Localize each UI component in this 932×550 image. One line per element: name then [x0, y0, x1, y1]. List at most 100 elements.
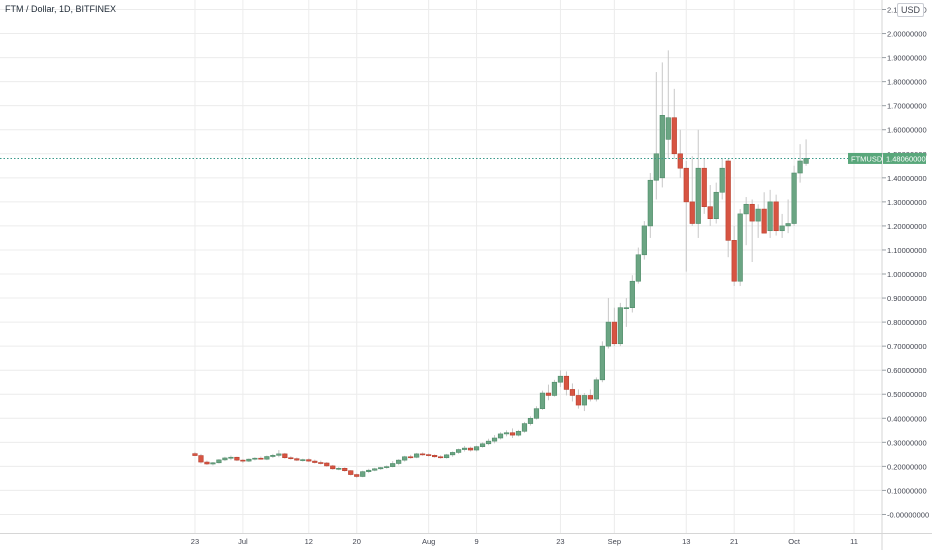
candle-body: [414, 453, 420, 458]
candle-body: [372, 468, 378, 471]
candle-body: [479, 443, 486, 447]
candle-body: [533, 408, 540, 419]
x-tick-label: Jul: [238, 537, 248, 546]
candle-body: [719, 167, 725, 193]
candle-body: [521, 423, 528, 432]
candle-body: [342, 468, 348, 472]
candle-body: [749, 203, 755, 222]
y-tick-label: 1.10000000: [887, 246, 927, 255]
y-tick-label: 0.20000000: [887, 462, 927, 471]
candle-body: [581, 395, 588, 406]
x-tick-label: 21: [730, 537, 738, 546]
price-tag-value: 1.48060000: [886, 154, 926, 163]
candle-body: [605, 321, 611, 347]
candle-body: [408, 456, 414, 459]
candle-body: [420, 453, 426, 456]
candle-body: [461, 447, 468, 450]
candle-body: [455, 449, 462, 453]
candle-body: [282, 453, 288, 459]
candle-body: [222, 457, 228, 461]
y-tick-label: 1.20000000: [887, 222, 927, 231]
candle-body: [629, 280, 635, 308]
y-tick-label: 1.00000000: [887, 270, 927, 279]
candle-body: [192, 453, 198, 456]
candle-body: [378, 467, 384, 470]
candle-body: [276, 453, 282, 456]
candle-body: [737, 213, 743, 282]
candle-body: [294, 458, 300, 461]
candle-body: [348, 470, 354, 475]
candle-body: [336, 468, 342, 470]
grid-lines: [0, 0, 882, 533]
candle-body: [551, 381, 558, 396]
y-tick-label: -0.00000000: [887, 510, 929, 519]
candle-body: [557, 375, 564, 383]
candle-body: [210, 462, 216, 465]
candle-body: [539, 392, 546, 409]
candle-body: [707, 206, 713, 220]
y-tick-label: 1.40000000: [887, 174, 927, 183]
y-tick-label: 0.90000000: [887, 294, 927, 303]
candle-body: [623, 307, 629, 309]
x-tick-label: 23: [556, 537, 564, 546]
candle-body: [258, 457, 264, 460]
x-tick-label: 23: [191, 537, 199, 546]
x-tick-label: 13: [682, 537, 690, 546]
candle-body: [515, 430, 522, 436]
candle-body: [503, 432, 510, 435]
candle-body: [402, 456, 408, 461]
candle-body: [527, 417, 534, 424]
candle-body: [324, 462, 330, 467]
candle-body: [240, 459, 246, 462]
candle-body: [234, 456, 240, 461]
candle-body: [569, 389, 576, 396]
symbol-title[interactable]: FTM / Dollar, 1D, BITFINEX: [5, 4, 117, 14]
y-tick-label: 1.90000000: [887, 54, 927, 63]
candle-body: [497, 433, 504, 439]
candle-body: [270, 455, 276, 457]
candle-body: [803, 158, 809, 164]
candle-body: [318, 462, 324, 464]
price-tag-symbol: FTMUSD: [851, 154, 883, 163]
candle-body: [300, 459, 306, 461]
candle-body: [390, 463, 396, 467]
candle-body: [509, 432, 516, 436]
candle-body: [695, 167, 701, 224]
candle-body: [665, 117, 671, 140]
candle-body: [366, 469, 372, 472]
candle-body: [701, 167, 707, 207]
candle-body: [360, 471, 366, 477]
candle-body: [599, 345, 605, 381]
candle-body: [617, 307, 623, 345]
candle-body: [216, 459, 222, 464]
candle-body: [671, 117, 677, 155]
candle-body: [575, 395, 582, 406]
x-tick-label: 20: [353, 537, 361, 546]
currency-badge[interactable]: USD: [897, 3, 925, 17]
candle-body: [312, 460, 318, 463]
candle-body: [611, 321, 617, 345]
candle-body: [773, 201, 779, 232]
y-tick-label: 0.60000000: [887, 366, 927, 375]
candle-body: [306, 459, 312, 462]
candle-body: [396, 459, 402, 464]
candle-body: [725, 160, 731, 241]
time-axis[interactable]: 23 Jul 12 20 Aug 9 23 Sep 13 21 Oct 11: [191, 537, 858, 546]
candle-body: [647, 179, 653, 227]
candle-body: [467, 447, 474, 451]
candle-body: [767, 201, 773, 232]
candle-bodies: [192, 115, 809, 477]
candle-body: [204, 461, 210, 465]
x-tick-label: 11: [850, 537, 858, 546]
y-tick-label: 0.70000000: [887, 342, 927, 351]
candle-body: [761, 208, 767, 234]
y-tick-label: 2.00000000: [887, 30, 927, 39]
candle-body: [593, 379, 599, 400]
x-tick-label: Oct: [788, 537, 801, 546]
candle-body: [473, 446, 480, 451]
y-tick-label: 0.10000000: [887, 486, 927, 495]
candle-body: [689, 201, 695, 224]
y-tick-label: 0.40000000: [887, 414, 927, 423]
candle-body: [264, 456, 270, 460]
